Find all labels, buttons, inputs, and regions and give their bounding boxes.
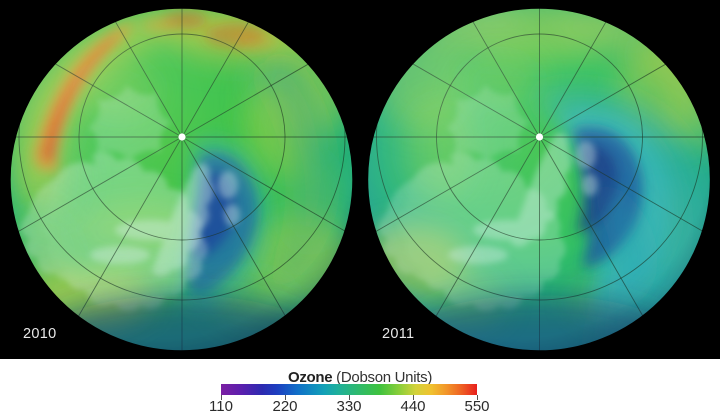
svg-text:2010: 2010 — [23, 326, 56, 342]
svg-text:2011: 2011 — [382, 326, 414, 342]
